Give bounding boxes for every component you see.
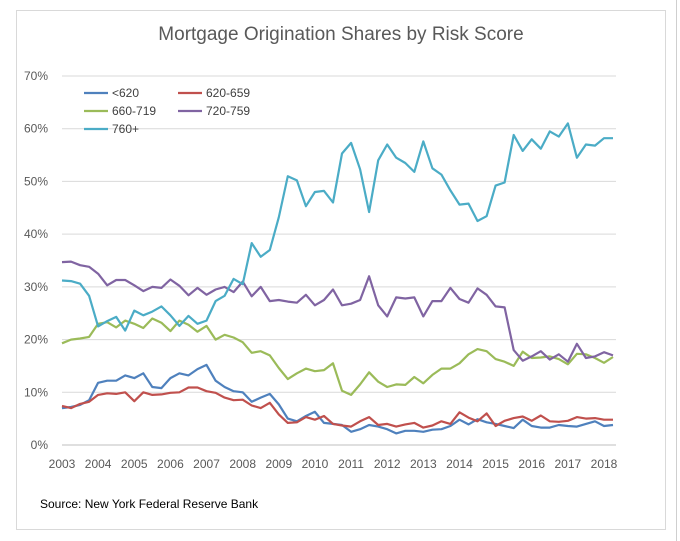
y-tick-label: 10% [24,385,48,399]
y-axis: 0% 10% 20% 30% 40% 50% 60% 70% [24,69,48,452]
x-tick-label: 2013 [410,457,437,471]
series-line [61,260,614,363]
y-tick-label: 20% [24,333,48,347]
source-note: Source: New York Federal Reserve Bank [40,497,259,511]
y-tick-label: 30% [24,280,48,294]
chart-frame [16,10,666,530]
y-tick-label: 60% [24,122,48,136]
series-line [61,122,613,332]
y-tick-label: 0% [31,438,49,452]
y-tick-label: 50% [24,174,48,188]
series-line [61,386,613,429]
x-tick-label: 2017 [555,457,582,471]
legend-label: 720-759 [206,104,250,118]
x-tick-label: 2005 [121,457,148,471]
y-tick-label: 40% [24,227,48,241]
legend-label: 760+ [112,122,139,136]
x-axis: 2003 2004 2005 2006 2007 2008 2009 2010 2011 2012… [49,444,618,471]
x-tick-label: 2003 [49,457,76,471]
series-lines [61,122,614,435]
series-line [61,317,614,396]
x-tick-label: 2016 [518,457,545,471]
y-tick-label: 70% [24,69,48,83]
x-tick-label: 2009 [265,457,292,471]
legend-label: 660-719 [112,104,156,118]
chart-title: Mortgage Origination Shares by Risk Scor… [158,24,524,45]
window-edge [676,0,677,541]
grid-lines [62,75,616,393]
x-tick-label: 2018 [591,457,618,471]
x-tick-label: 2011 [338,457,364,471]
x-tick-label: 2006 [157,457,184,471]
x-tick-label: 2012 [374,457,401,471]
x-tick-label: 2004 [85,457,112,471]
x-tick-label: 2014 [446,457,473,471]
x-tick-label: 2010 [302,457,329,471]
x-tick-label: 2015 [482,457,509,471]
legend: <620 620-659 660-719 720-759 760+ [84,86,250,136]
x-tick-label: 2008 [229,457,256,471]
legend-label: 620-659 [206,86,250,100]
legend-label: <620 [112,86,139,100]
x-tick-label: 2007 [193,457,220,471]
